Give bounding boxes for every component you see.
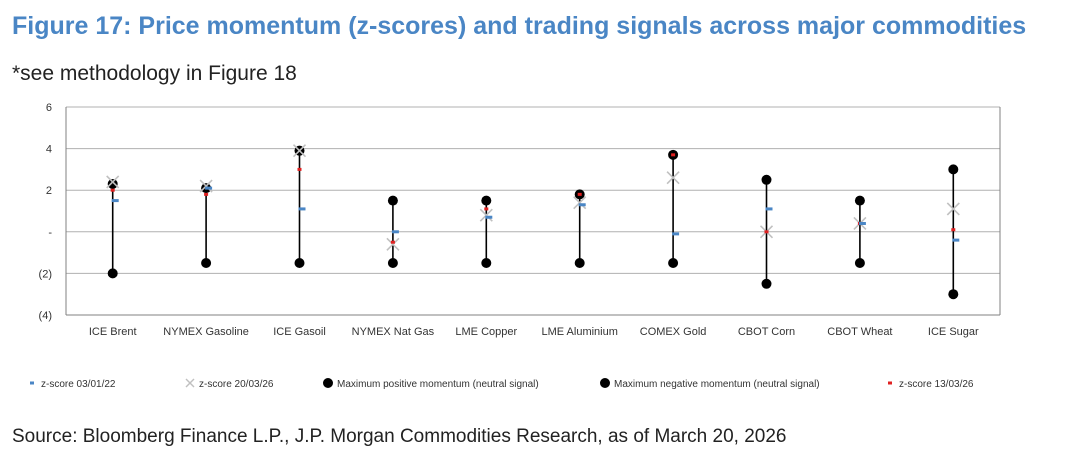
- zscore-2003-cross: [106, 175, 120, 189]
- max-negative-momentum-dot: [574, 258, 585, 268]
- x-tick-label: COMEX Gold: [640, 326, 707, 338]
- legend-label: Maximum positive momentum (neutral signa…: [337, 379, 539, 390]
- zscore-2003-cross: [199, 179, 213, 193]
- y-tick-label: -: [48, 227, 52, 239]
- zscore-1303-marker: [390, 240, 395, 244]
- x-axis-labels: ICE Brent NYMEX Gasoline ICE Gasoil NYMEX N…: [89, 326, 979, 338]
- max-negative-momentum-dot: [201, 258, 212, 268]
- max-negative-momentum-dot: [854, 258, 865, 268]
- zscore-2003-cross: [573, 196, 587, 210]
- legend-marker-max-positive: [323, 378, 333, 388]
- figure-title: Figure 17: Price momentum (z-scores) and…: [12, 12, 1027, 40]
- momentum-chart: 6 4 2 - (2) (4) ICE Brent NYMEX Gasoline ICE Ga…: [30, 102, 1001, 390]
- max-positive-momentum-dot: [761, 174, 772, 185]
- source-note: Source: Bloomberg Finance L.P., J.P. Mor…: [12, 426, 787, 447]
- max-negative-momentum-dot: [761, 278, 772, 289]
- y-tick-label: 2: [46, 185, 52, 197]
- zscore-1303-marker: [204, 192, 209, 196]
- legend-label: z-score 13/03/26: [899, 379, 974, 390]
- methodology-note: *see methodology in Figure 18: [12, 62, 297, 85]
- x-tick-label: NYMEX Gasoline: [163, 326, 249, 338]
- zscore-0301-marker: [672, 232, 680, 236]
- max-positive-momentum-dot: [481, 195, 492, 206]
- zscore-2003-cross: [386, 237, 400, 251]
- zscore-1303-marker: [297, 167, 302, 171]
- zscore-2003-cross: [666, 171, 680, 185]
- legend-marker-zscore-2003: [185, 378, 195, 388]
- zscore-2003-cross: [479, 208, 493, 222]
- legend-marker-max-negative: [600, 378, 610, 388]
- x-tick-label: CBOT Wheat: [827, 326, 892, 338]
- x-tick-label: LME Aluminium: [541, 326, 617, 338]
- zscore-1303-marker: [110, 188, 115, 192]
- legend: z-score 03/01/22 z-score 20/03/26 Maximum …: [30, 378, 974, 390]
- zscore-1303-marker: [951, 228, 956, 232]
- zscore-1303-marker: [671, 153, 676, 157]
- max-negative-momentum-dot: [481, 258, 492, 268]
- x-tick-label: LME Copper: [455, 326, 517, 338]
- zscore-0301-marker: [111, 199, 119, 203]
- zscore-0301-marker: [391, 230, 399, 234]
- legend-label: z-score 03/01/22: [41, 379, 116, 390]
- x-tick-label: ICE Sugar: [928, 326, 979, 338]
- y-tick-label: 4: [46, 144, 52, 156]
- max-positive-momentum-dot: [387, 195, 398, 206]
- zscore-1303-marker: [764, 230, 769, 234]
- y-tick-label: 6: [46, 102, 52, 114]
- zscore-1303-marker: [484, 207, 489, 211]
- zscore-0301-marker: [952, 238, 960, 242]
- zscore-1303-marker: [577, 192, 582, 196]
- x-tick-label: CBOT Corn: [738, 326, 795, 338]
- max-negative-momentum-dot: [668, 258, 679, 268]
- y-axis: 6 4 2 - (2) (4): [39, 102, 1001, 322]
- max-negative-momentum-dot: [948, 289, 959, 300]
- zscore-0301-marker: [205, 186, 213, 190]
- legend-marker-zscore-0301: [30, 381, 34, 385]
- x-tick-label: ICE Brent: [89, 326, 137, 338]
- y-tick-label: (4): [39, 310, 52, 322]
- y-tick-label: (2): [39, 268, 52, 280]
- legend-label: z-score 20/03/26: [199, 379, 274, 390]
- zscore-0301-marker: [765, 207, 773, 211]
- zscore-0301-marker: [485, 215, 493, 219]
- zscore-0301-marker: [578, 203, 586, 207]
- legend-marker-zscore-1303: [888, 381, 892, 385]
- x-tick-label: ICE Gasoil: [273, 326, 326, 338]
- zscore-2003-cross: [946, 202, 960, 216]
- x-tick-label: NYMEX Nat Gas: [352, 326, 435, 338]
- zscore-2003-cross: [292, 144, 307, 158]
- max-negative-momentum-dot: [387, 258, 398, 268]
- gridlines: [66, 106, 1000, 274]
- max-positive-momentum-dot: [854, 195, 865, 206]
- legend-label: Maximum negative momentum (neutral signa…: [614, 379, 820, 390]
- max-negative-momentum-dot: [294, 258, 305, 268]
- zscore-0301-marker: [858, 221, 866, 225]
- chart-marks: [106, 144, 960, 300]
- max-positive-momentum-dot: [948, 164, 959, 175]
- zscore-0301-marker: [298, 207, 306, 211]
- max-positive-momentum-dot: [107, 178, 118, 189]
- max-negative-momentum-dot: [107, 268, 118, 279]
